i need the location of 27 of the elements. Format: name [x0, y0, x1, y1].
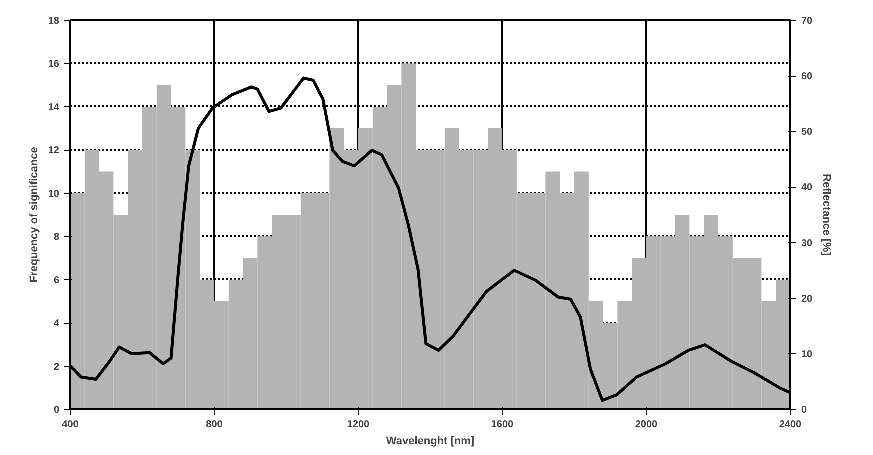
- x-tick-label: 1600: [491, 420, 514, 430]
- y-tick-label: 18: [48, 16, 60, 27]
- y2-tick-label: 0: [802, 405, 808, 416]
- x-tick-label: 1200: [347, 420, 370, 430]
- x-tick-label: 2400: [779, 420, 802, 430]
- x-axis-title: Wavelenght [nm]: [386, 436, 475, 448]
- y2-tick-label: 30: [802, 238, 814, 250]
- y2-tick-label: 20: [802, 294, 814, 305]
- y2-tick-label: 60: [802, 72, 814, 83]
- y2-axis-title: Reflectance [%]: [820, 174, 833, 256]
- y-tick-label: 16: [48, 59, 60, 70]
- y-tick-label: 4: [54, 318, 60, 330]
- y-tick-label: 0: [54, 405, 60, 416]
- y-tick-label: 8: [54, 232, 60, 244]
- x-tick-label: 800: [206, 420, 224, 430]
- y-axis-title: Frequency of significance: [28, 147, 40, 283]
- y2-tick-label: 50: [802, 127, 814, 138]
- y2-tick-label: 10: [802, 349, 814, 360]
- x-tick-label: 2000: [635, 420, 658, 430]
- y-tick-label: 6: [54, 275, 60, 286]
- y-tick-label: 2: [54, 362, 60, 373]
- y2-tick-label: 40: [802, 182, 814, 194]
- y-tick-label: 14: [48, 102, 60, 114]
- y2-tick-label: 70: [802, 16, 814, 27]
- y-tick-label: 12: [48, 146, 60, 157]
- x-tick-label: 400: [62, 420, 80, 430]
- y-tick-label: 10: [48, 188, 60, 200]
